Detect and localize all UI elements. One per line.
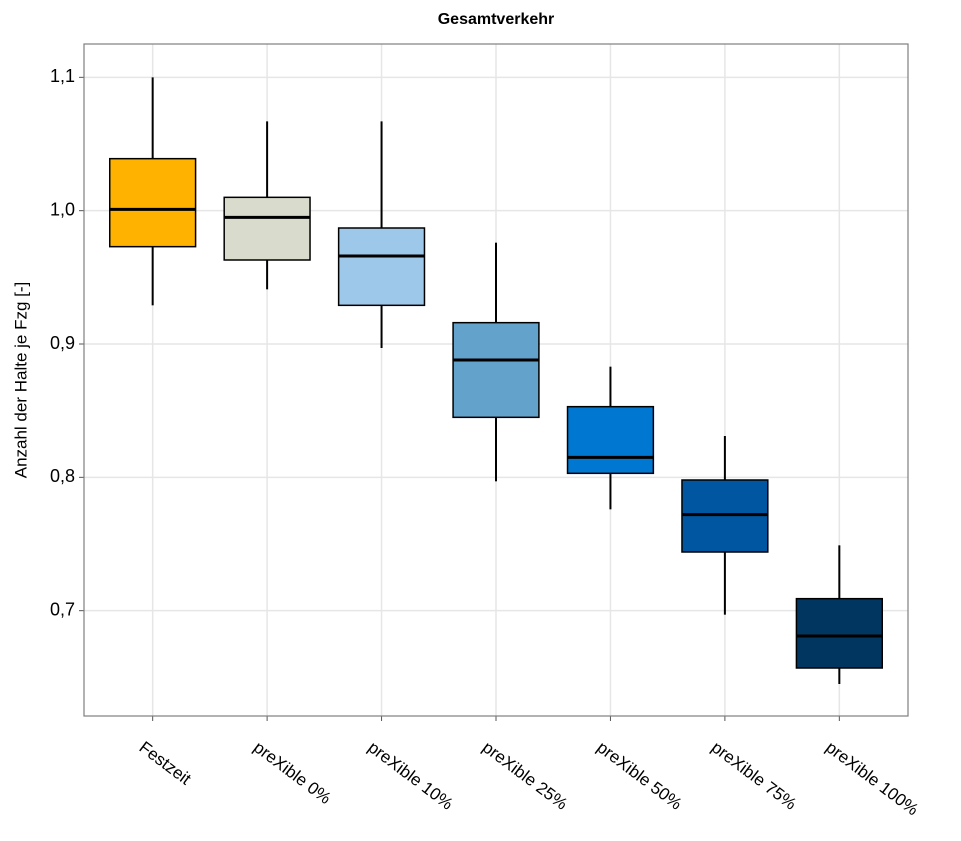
plot-border: [83, 43, 909, 717]
chart-title: Gesamtverkehr: [438, 11, 555, 28]
y-axis-label: Anzahl der Halte je Fzg [-]: [11, 282, 30, 479]
box: [337, 227, 426, 307]
x-tick-label: Festzeit: [136, 738, 195, 789]
box: [795, 597, 884, 669]
y-tick-label: 1,0: [50, 199, 75, 219]
y-tick-label: 0,7: [50, 599, 75, 619]
x-tick-label: preXible 0%: [250, 738, 335, 808]
x-tick-label: preXible 50%: [593, 738, 685, 814]
x-tick-label: preXible 25%: [479, 738, 571, 814]
box: [109, 157, 197, 248]
y-tick-label: 0,8: [50, 466, 75, 486]
x-tick-label: preXible 100%: [822, 738, 922, 820]
x-tick-label: preXible 10%: [364, 738, 456, 814]
box: [566, 405, 655, 475]
y-tick-label: 1,1: [50, 66, 75, 86]
y-tick-label: 0,9: [50, 333, 75, 353]
box: [223, 196, 311, 261]
x-tick-label: preXible 75%: [708, 738, 800, 814]
box: [452, 321, 540, 419]
